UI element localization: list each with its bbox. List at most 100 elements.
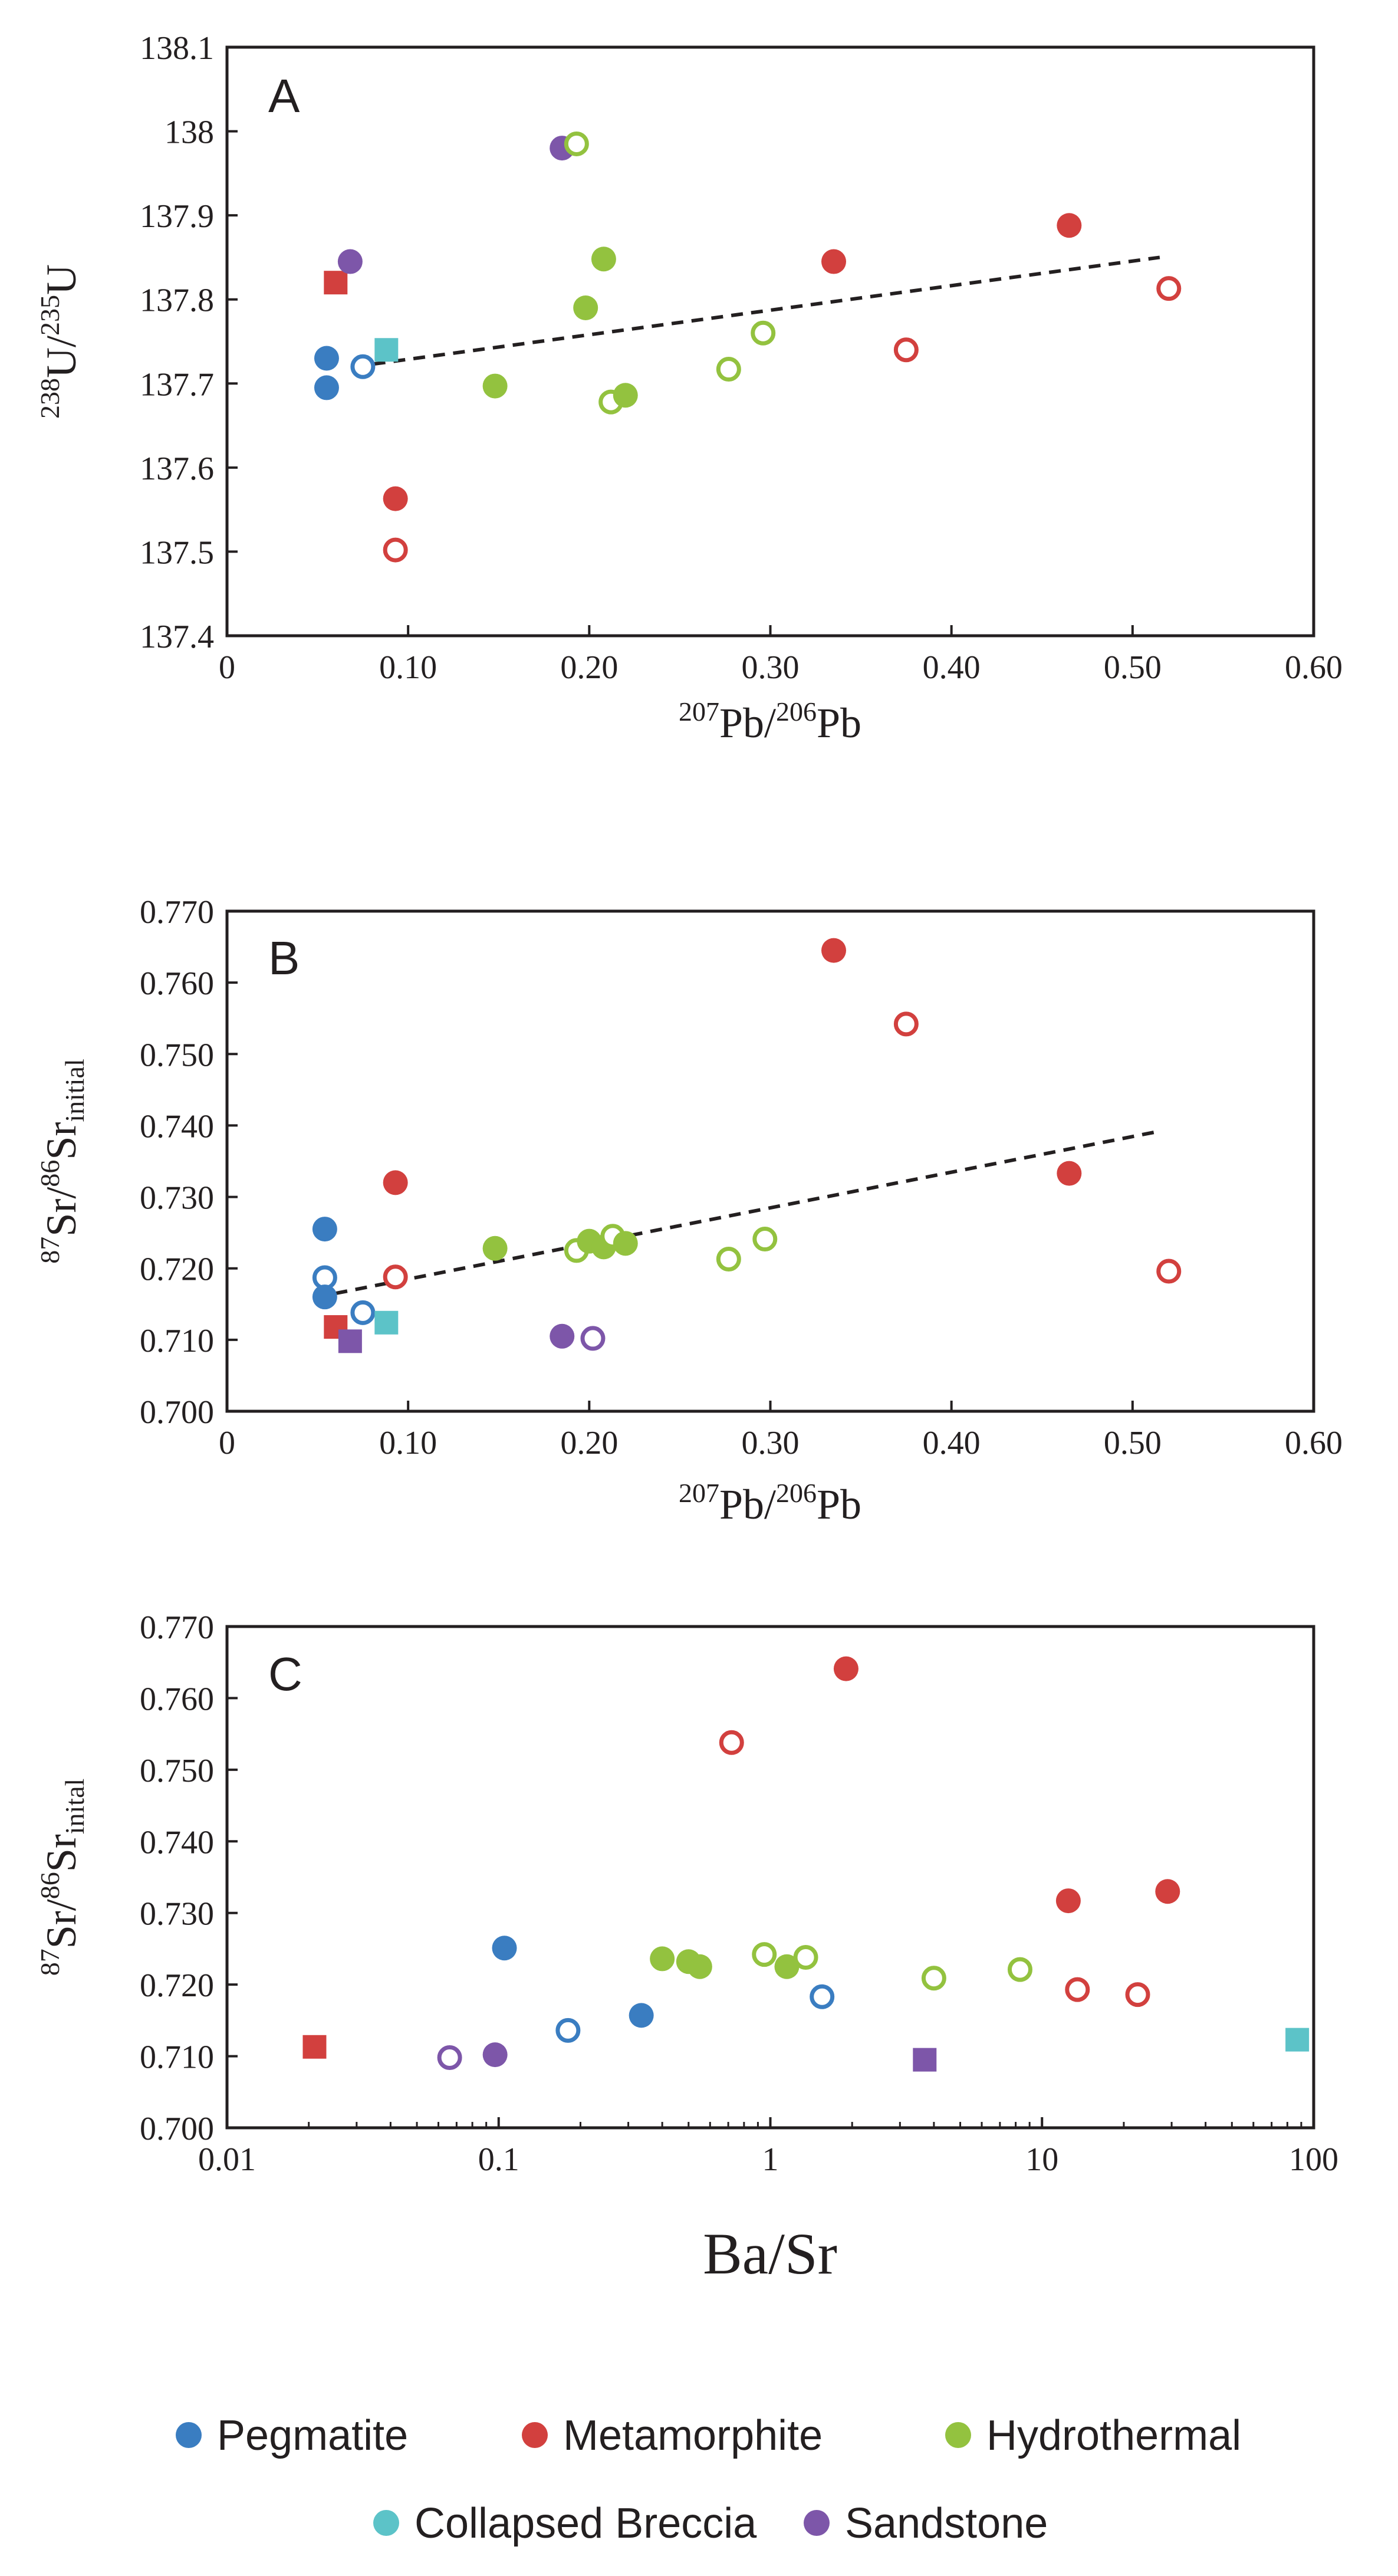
legend-label-metamorphite: Metamorphite — [563, 2412, 823, 2459]
panel-c-y-tick-label: 0.710 — [140, 2039, 214, 2076]
legend-swatch-hydrothermal — [945, 2422, 971, 2448]
panel-a-points — [314, 131, 1182, 563]
panel-b-point-metamorphite — [383, 1264, 408, 1290]
panel-b-point-hydrothermal — [482, 1236, 508, 1261]
panel-a-trendline — [353, 255, 1160, 369]
legend-swatch-pegmatite — [176, 2422, 202, 2448]
panel-a-point-pegmatite — [314, 375, 339, 400]
panel-c-x-tick-label: 1 — [762, 2141, 779, 2178]
legend-item-collapsed-breccia: Collapsed Breccia — [373, 2500, 757, 2547]
panel-c-ticks: 0.01 0.1 1 10 100 0.700 0.710 0.720 0.730 0.740 0.… — [140, 1609, 1338, 2178]
panel-c-point-metamorphite — [1055, 1888, 1081, 1914]
panel-a-point-metamorphite — [324, 271, 348, 295]
panel-c-point-metamorphite — [1065, 1977, 1090, 2002]
panel-b-ticks: 0 0.10 0.20 0.30 0.40 0.50 0.60 0.700 0.710 0.720… — [140, 894, 1343, 1461]
panel-c-point-pegmatite — [555, 2018, 581, 2043]
panel-a-point-pegmatite — [350, 354, 376, 379]
panel-a-x-tick-label: 0.10 — [379, 649, 437, 686]
panel-c-point-hydrothermal — [774, 1954, 800, 1979]
legend-swatch-metamorphite — [522, 2422, 548, 2448]
panel-b-point-pegmatite — [312, 1217, 337, 1242]
panel-b-point-sandstone — [550, 1323, 575, 1349]
panel-b-y-tick-label: 0.760 — [140, 965, 214, 1002]
panel-b-x-tick-label: 0.50 — [1104, 1425, 1162, 1461]
panel-c-y-tick-label: 0.720 — [140, 1967, 214, 2004]
panel-b-point-sandstone — [580, 1326, 606, 1351]
panel-a-point-collapsed-breccia — [374, 338, 399, 362]
panel-a-point-metamorphite — [821, 249, 847, 274]
panel-b-y-tick-label: 0.720 — [140, 1251, 214, 1288]
panel-a-point-metamorphite — [1057, 213, 1082, 238]
panel-a-letter: A — [268, 70, 300, 122]
panel-c-point-hydrothermal — [752, 1942, 777, 1967]
panel-a-x-tick-label: 0.50 — [1104, 649, 1162, 686]
panel-c-point-hydrothermal — [650, 1946, 675, 1972]
panel-a-point-pegmatite — [314, 346, 339, 371]
panel-b-y-tick-label: 0.770 — [140, 894, 214, 931]
panel-c-point-collapsed-breccia — [1285, 2028, 1310, 2052]
panel-c-point-metamorphite — [1155, 1879, 1180, 1904]
panel-b-point-hydrothermal — [716, 1246, 741, 1271]
legend-item-hydrothermal: Hydrothermal — [945, 2412, 1241, 2459]
panel-b: B 0 0.10 0.20 0.30 0.40 0.50 0.60 0.700 0.710 0.7… — [35, 894, 1343, 1528]
panel-b-x-tick-label: 0.20 — [560, 1425, 618, 1461]
panel-a-point-sandstone — [337, 249, 363, 274]
panel-a-y-tick-label: 138 — [165, 114, 214, 151]
panel-b-point-sandstone — [338, 1329, 362, 1353]
panel-b-point-pegmatite — [350, 1300, 376, 1325]
panel-c-y-tick-label: 0.730 — [140, 1896, 214, 1933]
panel-c-point-metamorphite — [302, 2035, 327, 2059]
panel-c-point-pegmatite — [629, 2003, 654, 2028]
panel-a-x-tick-label: 0.60 — [1285, 649, 1343, 686]
panel-b-x-tick-label: 0 — [219, 1425, 235, 1461]
panel-b-y-tick-label: 0.740 — [140, 1108, 214, 1145]
panel-b-points — [312, 938, 1182, 1353]
panel-b-point-metamorphite — [1156, 1259, 1182, 1284]
panel-a-point-hydrothermal — [564, 131, 589, 156]
panel-a-y-tick-label: 137.6 — [140, 451, 214, 487]
panel-c-x-axis-label: Ba/Sr — [703, 2221, 837, 2286]
panel-c-point-metamorphite — [833, 1656, 858, 1681]
panel-c-point-pegmatite — [492, 1936, 517, 1961]
panel-c-y-tick-label: 0.740 — [140, 1824, 214, 1861]
panel-b-x-tick-label: 0.10 — [379, 1425, 437, 1461]
panel-a-y-axis-label: 238U/235U — [35, 264, 85, 419]
legend-swatch-collapsed-breccia — [373, 2510, 399, 2536]
panel-b-y-tick-label: 0.710 — [140, 1323, 214, 1359]
panel-a-point-metamorphite — [893, 337, 919, 363]
panel-c: C 0.01 0.1 1 10 100 0.700 0.710 0.720 0.730 0.740… — [35, 1609, 1338, 2286]
panel-b-y-axis-label: 87Sr/86Srinitial — [35, 1059, 90, 1263]
panel-a-point-hydrothermal — [751, 320, 776, 346]
panel-b-x-tick-label: 0.60 — [1285, 1425, 1343, 1461]
panel-c-y-tick-label: 0.760 — [140, 1681, 214, 1717]
panel-b-point-pegmatite — [312, 1284, 337, 1310]
panel-c-x-tick-label: 100 — [1289, 2141, 1338, 2178]
panel-b-point-metamorphite — [1057, 1161, 1082, 1186]
panel-a-y-tick-label: 137.7 — [140, 366, 214, 403]
panel-a-y-tick-label: 137.5 — [140, 534, 214, 571]
legend: Pegmatite Metamorphite Hydrothermal Coll… — [176, 2412, 1241, 2547]
panel-c-point-metamorphite — [719, 1730, 744, 1755]
legend-item-metamorphite: Metamorphite — [522, 2412, 823, 2459]
panel-a: A 0 0.10 0.20 0.30 0.40 0.50 0.60 137.4 137.5 137… — [35, 30, 1343, 747]
panel-b-point-hydrothermal — [752, 1227, 778, 1252]
panel-c-point-pegmatite — [810, 1984, 835, 2009]
panel-b-point-hydrothermal — [613, 1231, 638, 1256]
panel-b-y-tick-label: 0.730 — [140, 1180, 214, 1217]
panel-b-y-tick-label: 0.750 — [140, 1037, 214, 1073]
panel-c-point-hydrothermal — [793, 1945, 818, 1970]
panel-a-y-tick-label: 137.9 — [140, 198, 214, 235]
panel-b-point-metamorphite — [821, 938, 847, 963]
panel-a-y-tick-label: 137.8 — [140, 282, 214, 319]
panel-c-points — [302, 1656, 1310, 2072]
legend-label-pegmatite: Pegmatite — [217, 2412, 408, 2459]
legend-label-collapsed-breccia: Collapsed Breccia — [415, 2500, 757, 2547]
panel-a-x-axis-label: 207Pb/206Pb — [679, 696, 861, 747]
panel-a-trendline-group — [353, 255, 1160, 369]
panel-a-x-tick-label: 0.30 — [742, 649, 800, 686]
panel-a-point-metamorphite — [383, 486, 408, 511]
panel-a-point-hydrothermal — [591, 247, 616, 272]
panel-c-x-tick-label: 10 — [1025, 2141, 1058, 2178]
panel-c-point-hydrothermal — [1007, 1957, 1032, 1982]
panel-a-point-hydrothermal — [482, 373, 508, 399]
